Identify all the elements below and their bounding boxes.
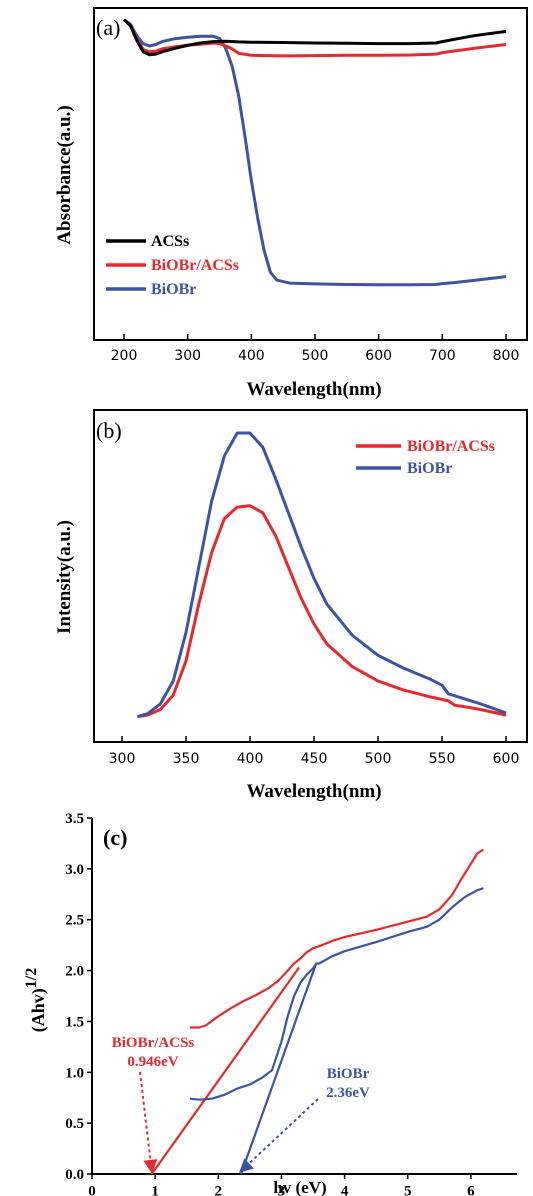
panel-c-tauc-plot: (c) 0 1 2 3 4 5 6 0.0 0.5 1.0 1.5 2.0 2.5 3.0 3.5 BiO…	[23, 811, 517, 1196]
panel-b-x-tick-label: 350	[173, 751, 200, 767]
panel-b-frame	[93, 409, 528, 743]
panel-c-annotation-bandgap: 2.36eV	[326, 1085, 370, 1101]
panel-a-x-tick-label: 400	[238, 348, 265, 364]
panel-c-x-tick-label: 3	[278, 1184, 286, 1196]
panel-c-y-tick-label: 2.5	[65, 913, 84, 929]
panel-a-x-tick-label: 200	[111, 348, 138, 364]
panel-b-intensity: (b) 300 350 400 450 500 550 600 BiOBr/ACSs BiOB…	[54, 409, 528, 802]
panel-b-x-tick-label: 500	[365, 751, 392, 767]
panel-c-y-axis-title-superscript: 1/2	[23, 968, 40, 988]
panel-b-x-tick-label: 450	[301, 751, 328, 767]
panel-a-x-tick-label: 700	[429, 348, 456, 364]
panel-b-legend-label: BiOBr/ACSs	[407, 438, 495, 455]
panel-b-series-biobr-acss	[137, 504, 507, 719]
panel-c-annotation-name: BiOBr	[327, 1066, 370, 1082]
panel-a-x-tick-label: 300	[174, 348, 201, 364]
panel-a-legend-label: BiOBr	[151, 281, 196, 298]
panel-a-legend-label: ACSs	[151, 233, 189, 250]
panel-b-series-biobr	[136, 431, 507, 719]
panel-c-annotation-arrow	[139, 1071, 158, 1174]
panel-c-annotation-arrow	[238, 1098, 319, 1173]
panel-c-x-axis-title: hv (eV)	[273, 1178, 326, 1196]
panel-b-x-axis-title: Wavelength(nm)	[246, 781, 381, 802]
panel-c-y-tick-label: 3.0	[65, 862, 84, 878]
panel-c-series-biobr	[189, 887, 484, 1101]
panel-b-x-tick-label: 400	[237, 751, 264, 767]
panel-b-y-axis-title: Intensity(a.u.)	[54, 520, 75, 634]
panel-b-x-tick-label: 550	[429, 751, 456, 767]
panel-c-annotation-bandgap: 0.946eV	[127, 1054, 178, 1070]
panel-c-y-axis-title-base: (Ahv)	[28, 988, 49, 1032]
panel-c-y-tick-label: 1.5	[65, 1014, 84, 1030]
panel-c-x-tick-label: 4	[341, 1184, 349, 1196]
panel-c-tangent-biobr	[239, 963, 318, 1175]
panel-a-absorbance: (a) 200 300 400 500 600 700 800 ACSs BiOBr/ACSs…	[54, 7, 528, 400]
panel-c-label: (c)	[103, 825, 127, 850]
panel-b-x-tick-label: 300	[109, 751, 136, 767]
panel-c-y-tick-label: 1.0	[65, 1065, 84, 1081]
panel-a-series-biobr	[123, 18, 507, 287]
panel-a-frame	[93, 7, 528, 341]
panel-a-x-tick-label: 600	[365, 348, 392, 364]
panel-c-series-biobr-acss	[189, 848, 485, 1029]
panel-b-x-tick-label: 600	[493, 751, 520, 767]
panel-a-label: (a)	[96, 15, 120, 40]
panel-a-series-acss	[122, 18, 507, 57]
panel-a-y-axis-title: Absorbance(a.u.)	[54, 105, 75, 244]
panel-a-series-biobr-acss	[122, 18, 507, 58]
panel-a-x-axis-title: Wavelength(nm)	[246, 379, 381, 400]
panel-c-tangent-biobr-acss	[150, 966, 301, 1175]
panel-c-annotation-name: BiOBr/ACSs	[112, 1035, 195, 1051]
panel-a-x-tick-label: 800	[493, 348, 520, 364]
panel-c-x-tick-label: 5	[404, 1184, 412, 1196]
panel-c-x-tick-label: 2	[215, 1184, 223, 1196]
panel-b-legend-label: BiOBr	[407, 460, 452, 477]
panel-c-x-tick-label: 1	[151, 1184, 159, 1196]
panel-a-legend-label: BiOBr/ACSs	[151, 257, 239, 274]
panel-a-x-tick-label: 500	[302, 348, 329, 364]
panel-b-label: (b)	[96, 418, 122, 443]
panel-c-x-tick-label: 6	[467, 1184, 475, 1196]
panel-c-y-tick-label: 0.5	[65, 1116, 84, 1132]
panel-c-y-tick-label: 2.0	[65, 964, 84, 980]
panel-c-y-tick-label: 3.5	[65, 811, 84, 827]
panel-c-y-axis-title: (Ahv)1/2	[23, 968, 49, 1032]
panel-c-x-tick-label: 0	[88, 1184, 96, 1196]
panel-c-y-tick-label: 0.0	[65, 1167, 84, 1183]
